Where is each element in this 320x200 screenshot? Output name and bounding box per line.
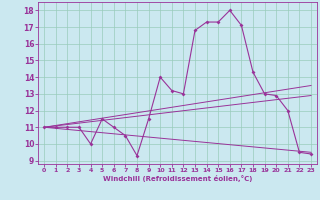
X-axis label: Windchill (Refroidissement éolien,°C): Windchill (Refroidissement éolien,°C) xyxy=(103,175,252,182)
